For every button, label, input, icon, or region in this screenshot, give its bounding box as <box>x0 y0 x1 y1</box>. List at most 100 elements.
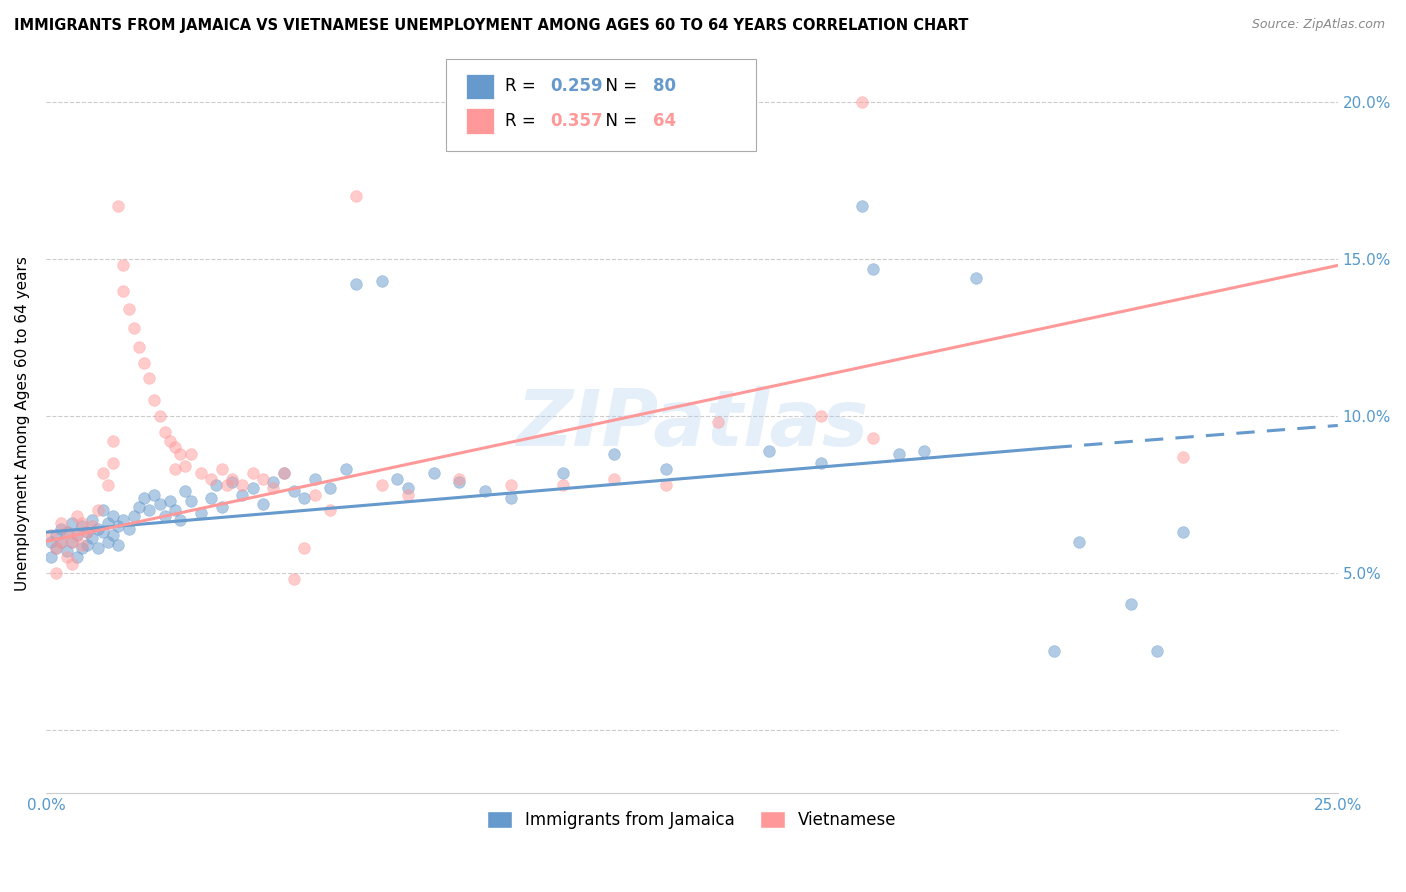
Text: 80: 80 <box>654 77 676 95</box>
Point <box>117 522 139 536</box>
Point <box>1042 644 1064 658</box>
Point <box>205 478 228 492</box>
Point <box>112 513 135 527</box>
Point <box>319 481 342 495</box>
Point <box>758 443 780 458</box>
Point <box>97 516 120 530</box>
Point <box>39 534 62 549</box>
Point <box>112 284 135 298</box>
Point <box>174 459 197 474</box>
Point <box>82 513 104 527</box>
Point <box>273 466 295 480</box>
Point <box>887 447 910 461</box>
Point <box>1069 534 1091 549</box>
Point <box>422 466 444 480</box>
Point <box>200 472 222 486</box>
Point <box>107 519 129 533</box>
Point <box>55 525 77 540</box>
Point <box>138 503 160 517</box>
Point <box>387 472 409 486</box>
Point <box>211 500 233 514</box>
Point <box>55 550 77 565</box>
Point <box>134 491 156 505</box>
Point <box>134 356 156 370</box>
Point <box>45 528 67 542</box>
Point <box>76 525 98 540</box>
FancyBboxPatch shape <box>447 59 756 151</box>
Point <box>117 302 139 317</box>
Point <box>242 481 264 495</box>
Point <box>215 478 238 492</box>
Point <box>138 371 160 385</box>
Point <box>97 478 120 492</box>
Point <box>60 557 83 571</box>
Point <box>396 487 419 501</box>
Point <box>603 472 626 486</box>
Point <box>252 472 274 486</box>
Point <box>262 481 284 495</box>
Text: 0.357: 0.357 <box>550 112 602 129</box>
Point <box>499 491 522 505</box>
Point <box>97 534 120 549</box>
Point <box>101 509 124 524</box>
Bar <box>465 108 495 134</box>
Point <box>76 525 98 540</box>
Point <box>965 271 987 285</box>
Point <box>319 503 342 517</box>
Point <box>862 431 884 445</box>
Point <box>1146 644 1168 658</box>
Point <box>180 493 202 508</box>
Y-axis label: Unemployment Among Ages 60 to 64 years: Unemployment Among Ages 60 to 64 years <box>15 257 30 591</box>
Point <box>344 189 367 203</box>
Point <box>128 340 150 354</box>
Point <box>292 541 315 555</box>
Point <box>107 538 129 552</box>
Point <box>706 415 728 429</box>
Point <box>45 541 67 555</box>
Point <box>221 472 243 486</box>
Point <box>60 534 83 549</box>
Point <box>190 506 212 520</box>
Point <box>55 544 77 558</box>
Text: IMMIGRANTS FROM JAMAICA VS VIETNAMESE UNEMPLOYMENT AMONG AGES 60 TO 64 YEARS COR: IMMIGRANTS FROM JAMAICA VS VIETNAMESE UN… <box>14 18 969 33</box>
Point <box>45 541 67 555</box>
Point <box>221 475 243 489</box>
Point <box>169 447 191 461</box>
Point <box>122 509 145 524</box>
Point <box>283 572 305 586</box>
Point <box>449 475 471 489</box>
Point <box>66 528 89 542</box>
Point <box>231 487 253 501</box>
Point <box>91 525 114 540</box>
Point <box>86 541 108 555</box>
Point <box>153 509 176 524</box>
Point <box>91 503 114 517</box>
Point <box>1119 598 1142 612</box>
Point <box>174 484 197 499</box>
Point <box>107 199 129 213</box>
Point <box>655 462 678 476</box>
Text: R =: R = <box>505 77 540 95</box>
Point <box>603 447 626 461</box>
Point <box>1171 450 1194 464</box>
Point <box>499 478 522 492</box>
Point <box>169 513 191 527</box>
Point <box>273 466 295 480</box>
Point <box>86 503 108 517</box>
Point <box>862 261 884 276</box>
Point <box>371 478 394 492</box>
Point <box>122 321 145 335</box>
Point <box>70 516 93 530</box>
Point <box>262 475 284 489</box>
Point <box>86 522 108 536</box>
Point <box>283 484 305 499</box>
Point <box>396 481 419 495</box>
Point <box>101 434 124 449</box>
Point <box>252 497 274 511</box>
Point <box>101 528 124 542</box>
Point <box>66 528 89 542</box>
Point <box>149 497 172 511</box>
Point <box>51 522 73 536</box>
Text: Source: ZipAtlas.com: Source: ZipAtlas.com <box>1251 18 1385 31</box>
Point <box>76 538 98 552</box>
